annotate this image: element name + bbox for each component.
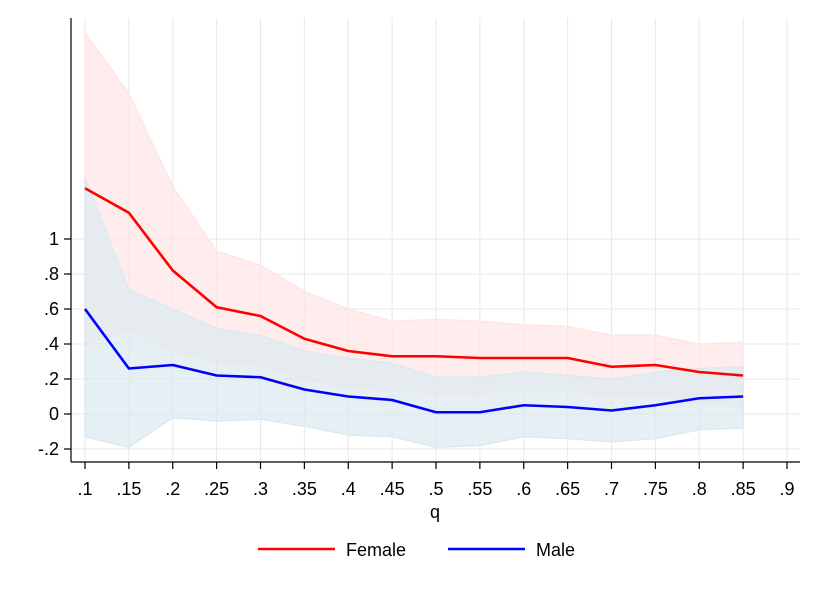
x-tick-label: .35 xyxy=(292,479,317,499)
x-tick-label: .8 xyxy=(692,479,707,499)
y-tick-label: .4 xyxy=(44,334,59,354)
y-tick-label: -.2 xyxy=(38,439,59,459)
male-legend-label: Male xyxy=(536,540,575,560)
confidence-bands xyxy=(84,30,744,449)
x-tick-label: .75 xyxy=(643,479,668,499)
x-tick-label: .55 xyxy=(467,479,492,499)
y-tick-label: 0 xyxy=(49,404,59,424)
x-tick-label: .3 xyxy=(253,479,268,499)
female-legend-label: Female xyxy=(346,540,406,560)
male-confidence-band xyxy=(84,177,744,449)
x-tick-label: .45 xyxy=(380,479,405,499)
x-tick-label: .15 xyxy=(116,479,141,499)
x-tick-label: .4 xyxy=(341,479,356,499)
x-tick-label: .5 xyxy=(428,479,443,499)
y-tick-label: 1 xyxy=(49,229,59,249)
x-tick-label: .65 xyxy=(555,479,580,499)
x-tick-label: .9 xyxy=(779,479,794,499)
legend: Female Male xyxy=(258,540,575,560)
y-tick-label: .2 xyxy=(44,369,59,389)
y-tick-label: .8 xyxy=(44,264,59,284)
female-series-line xyxy=(84,187,744,377)
tick-labels: .1 .15 .2 .25 .3 .35 .4 .45 .5 .55 .6 .65 .7 .75 .8 .85… xyxy=(38,229,795,499)
x-tick-label: .1 xyxy=(77,479,92,499)
x-tick-label: .85 xyxy=(731,479,756,499)
series-lines xyxy=(83,187,744,414)
x-axis-title: q xyxy=(430,502,440,522)
male-series-line xyxy=(83,308,744,414)
x-tick-label: .25 xyxy=(204,479,229,499)
x-tick-label: .6 xyxy=(516,479,531,499)
x-tick-label: .2 xyxy=(165,479,180,499)
x-tick-label: .7 xyxy=(604,479,619,499)
y-tick-label: .6 xyxy=(44,299,59,319)
